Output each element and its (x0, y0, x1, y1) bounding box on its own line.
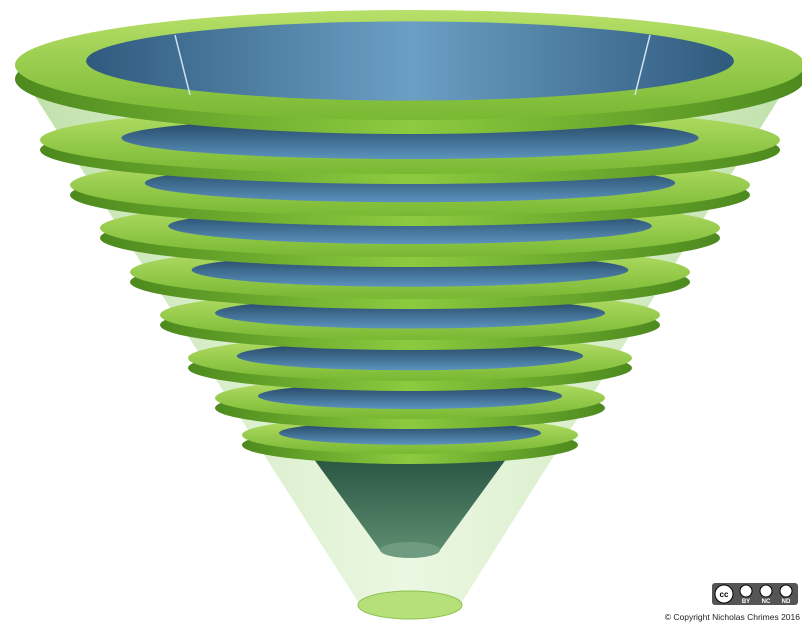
copyright: © Copyright Nicholas Chrimes 2016 (665, 612, 801, 622)
inner-core (300, 440, 520, 556)
badge-icon (714, 584, 734, 604)
ring-opening (86, 21, 734, 101)
core-base (380, 542, 440, 558)
license-badge: cc BY NC ND (712, 583, 798, 605)
cone-tip (357, 590, 463, 620)
ring-opening (236, 341, 584, 371)
badge-nd-icon (779, 584, 793, 598)
rings (15, 10, 802, 464)
badge-nc-icon (759, 584, 773, 598)
badge-term: ND (782, 599, 791, 605)
badge-by-icon (739, 584, 753, 598)
badge-term: BY (742, 599, 750, 605)
seam (174, 34, 191, 96)
badge-frame (712, 583, 798, 605)
badge-icon-text: cc (720, 590, 729, 599)
badge-term: NC (762, 599, 771, 605)
seam (634, 34, 651, 96)
